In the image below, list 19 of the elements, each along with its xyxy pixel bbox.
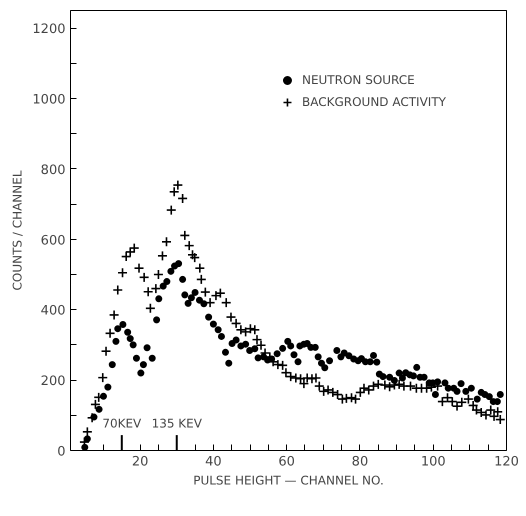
x-tick-label: 60 — [278, 454, 295, 470]
legend-label: NEUTRON SOURCE — [302, 73, 415, 87]
y-tick-label: 1000 — [32, 92, 66, 108]
y-tick-label: 1200 — [32, 22, 66, 38]
x-tick-label: 100 — [420, 454, 446, 470]
ref-line-label: 70KEV — [102, 416, 142, 431]
x-tick-label: 80 — [352, 454, 368, 470]
x-tick-label: 20 — [132, 454, 148, 470]
y-tick-label: 800 — [40, 162, 66, 178]
x-tick-label: 40 — [205, 454, 222, 470]
y-tick-label: 400 — [40, 304, 66, 319]
x-axis-title: PULSE HEIGHT — CHANNEL NO. — [193, 474, 384, 488]
y-tick-label: 600 — [40, 233, 66, 248]
ref-line-label: 135 KEV — [152, 416, 203, 431]
y-tick-label: 0 — [57, 444, 66, 460]
y-axis-title: COUNTS / CHANNEL — [10, 170, 24, 291]
x-tick-label: 120 — [494, 454, 519, 470]
legend-label: BACKGROUND ACTIVITY — [302, 95, 446, 109]
y-tick-label: 200 — [40, 374, 66, 390]
